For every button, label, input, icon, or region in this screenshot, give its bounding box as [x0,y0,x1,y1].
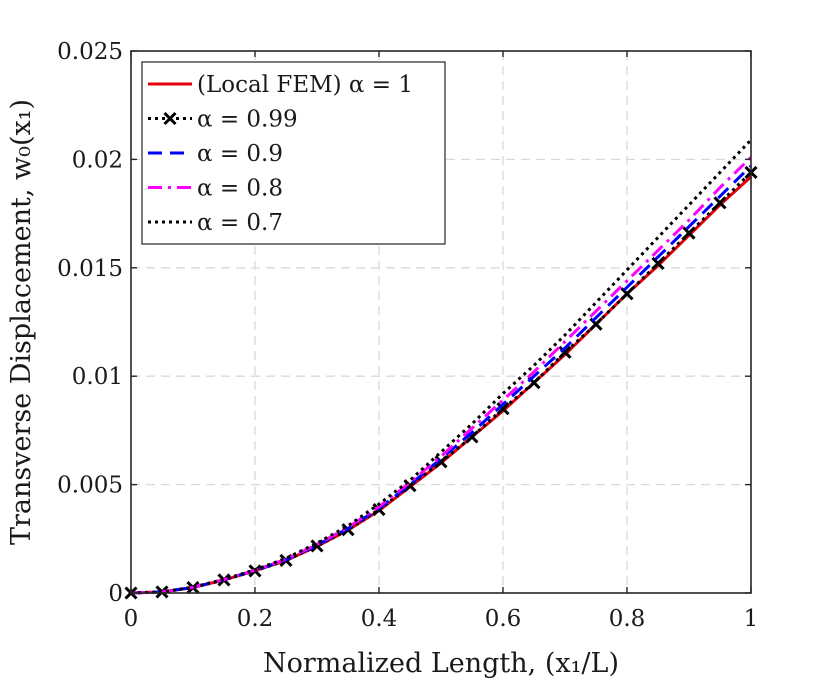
marker-stroke [651,256,665,271]
marker-stroke [558,345,572,359]
marker-stroke [589,317,603,331]
y-tick-label: 0 [108,581,123,607]
legend-box [141,61,446,245]
data-point-marker [558,345,572,359]
series-line-2 [130,164,753,595]
plot-frame [130,50,752,594]
y-tick-label: 0.01 [72,364,123,390]
x-tick-label: 0.4 [361,606,398,632]
y-tick-label: 0.005 [57,473,123,499]
series-line-4 [130,138,753,595]
x-tick-label: 0.8 [609,606,646,632]
marker-stroke [682,226,696,240]
legend-label-2: α = 0.9 [197,141,283,167]
x-tick-label: 0 [124,606,139,632]
y-tick-label: 0.02 [72,147,123,173]
data-point-marker [651,256,665,271]
x-tick-label: 0.2 [237,606,274,632]
legend-label-3: α = 0.8 [197,176,283,202]
legend-label-4: α = 0.7 [197,210,283,236]
legend: (Local FEM) α = 1 α = 0.99 α = 0.9 α = 0.8 α… [141,61,446,245]
y-tick-label: 0.025 [57,39,123,65]
y-tick-label: 0.015 [57,256,123,282]
x-axis-label: Normalized Length, (x₁/L) [263,648,619,679]
marker-stroke [713,196,727,210]
x-tick-label: 0.6 [485,606,522,632]
marker-stroke [163,111,177,126]
y-axis-label: Transverse Displacement, w₀(x₁) [6,99,37,545]
marker-stroke [434,455,448,469]
marker-stroke [465,430,479,444]
series-layer [124,138,758,600]
x-tick-label: 1 [744,606,759,632]
data-point-marker [620,287,634,301]
legend-label-0: (Local FEM) α = 1 [197,72,413,98]
marker-stroke [527,376,541,390]
series-line-3 [130,156,753,595]
data-point-marker [713,196,727,210]
data-point-marker [434,455,448,469]
legend-label-1: α = 0.99 [197,107,298,133]
data-point-marker [496,402,510,416]
marker-stroke [496,402,510,416]
axes: 0 0.2 0.4 0.6 0.8 1 0 0.005 0.01 0.015 0.02 0.025 [57,39,758,632]
data-point-marker [682,226,696,240]
marker-stroke [620,287,634,301]
legend-marker [163,111,177,126]
